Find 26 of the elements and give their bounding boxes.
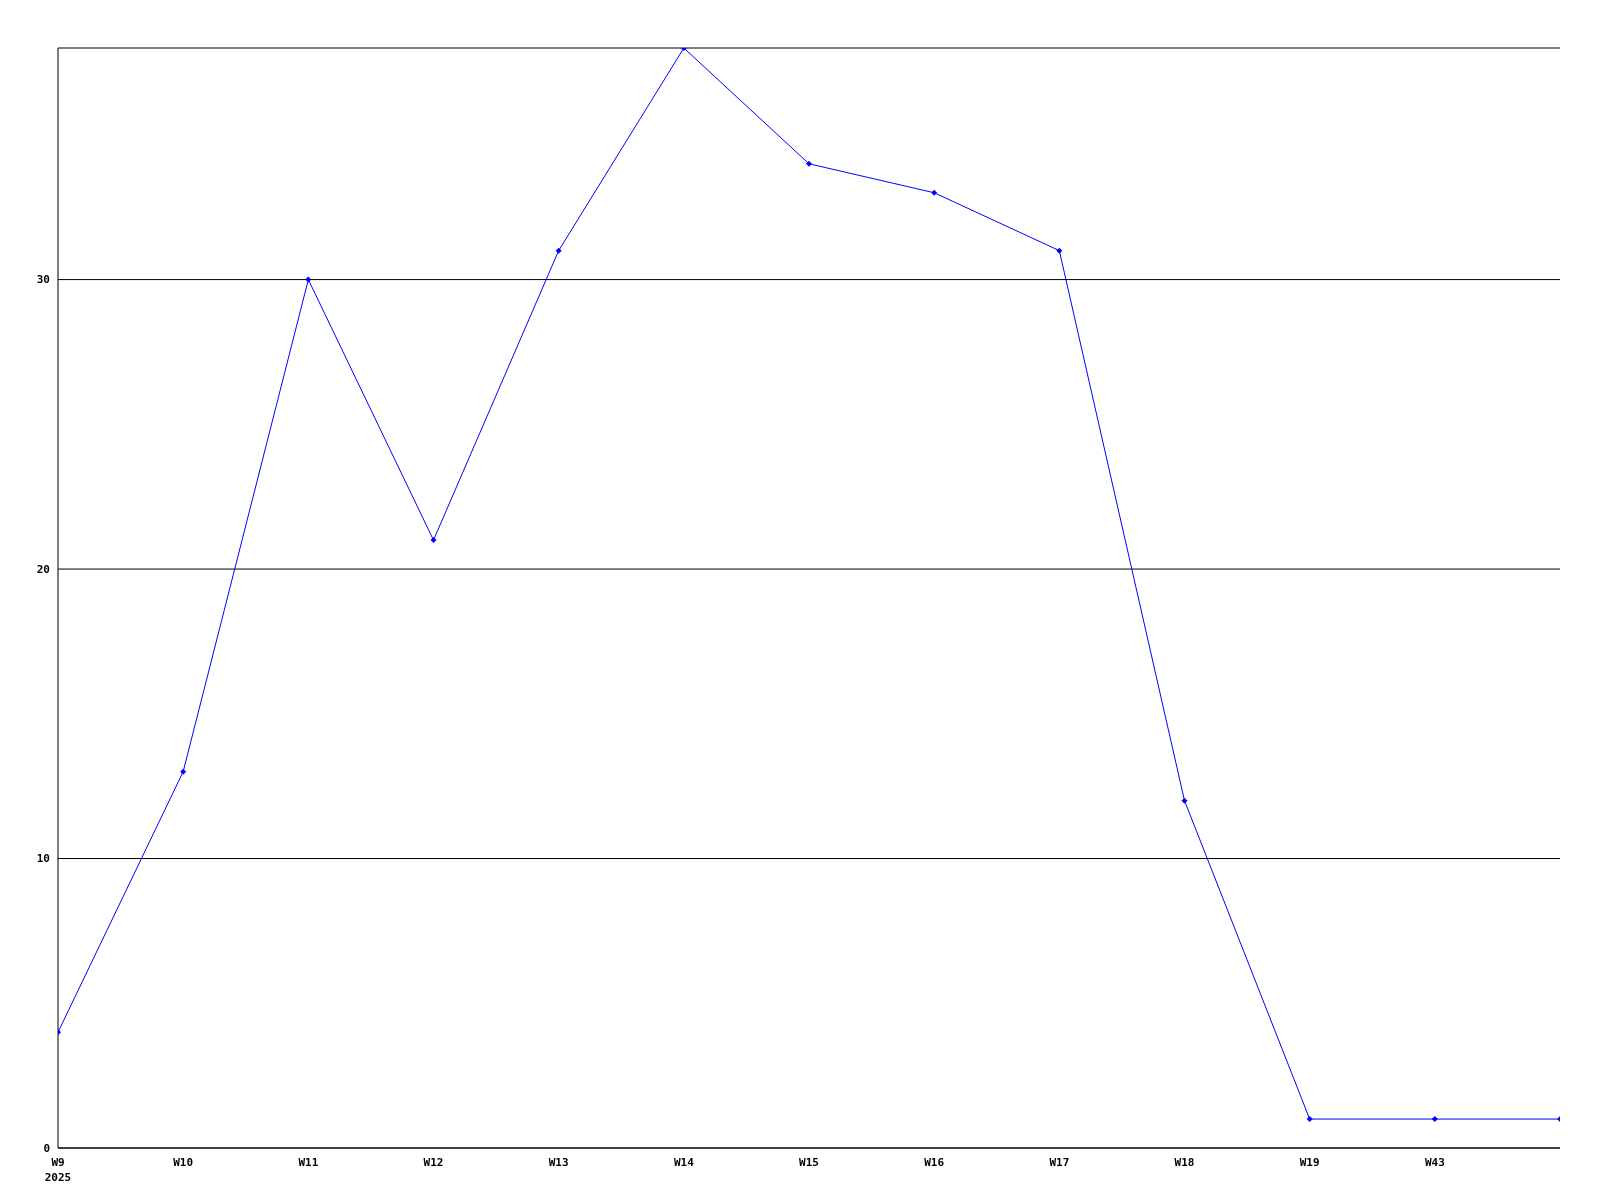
y-tick-label: 0 bbox=[43, 1141, 50, 1155]
x-tick-label: W9 2025 bbox=[44, 1156, 72, 1184]
x-tick-label: W15 bbox=[799, 1156, 819, 1169]
x-tick-label: W14 bbox=[673, 1156, 695, 1169]
x-tick-label: W17 bbox=[1049, 1156, 1070, 1169]
x-tick-label: W10 bbox=[173, 1156, 194, 1169]
point bbox=[430, 537, 437, 544]
x-tick-label: W11 bbox=[298, 1156, 319, 1169]
y-tick-label: 30 bbox=[36, 273, 50, 287]
point bbox=[1431, 1116, 1438, 1123]
x-tick-label: W12 bbox=[423, 1156, 444, 1169]
point bbox=[180, 768, 187, 775]
point bbox=[1181, 797, 1188, 804]
point bbox=[1056, 247, 1063, 254]
x-tick-label: W16 bbox=[924, 1156, 945, 1169]
x-tick-label: W43 bbox=[1424, 1156, 1445, 1169]
point bbox=[931, 189, 938, 196]
point bbox=[555, 247, 562, 254]
x-tick-label: W13 bbox=[548, 1156, 569, 1169]
x-tick-label: W18 bbox=[1174, 1156, 1195, 1169]
x-tick-label: W19 bbox=[1299, 1156, 1320, 1169]
y-tick-label: 10 bbox=[36, 852, 50, 866]
point bbox=[806, 160, 812, 167]
point bbox=[305, 276, 312, 283]
y-tick-label: 20 bbox=[36, 562, 50, 576]
point bbox=[1306, 1116, 1313, 1123]
